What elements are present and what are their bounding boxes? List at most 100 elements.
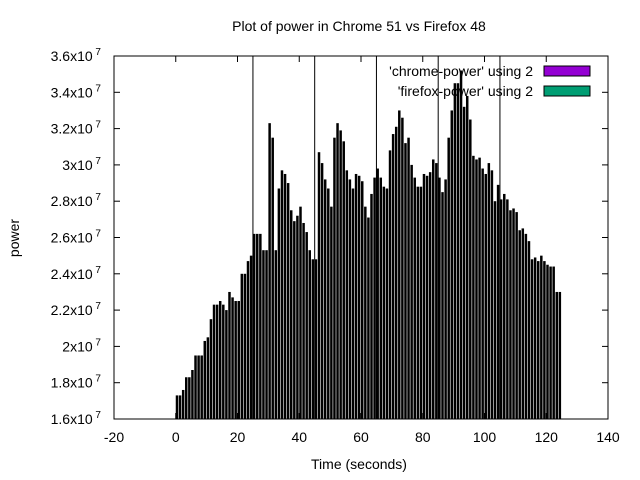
bar — [308, 250, 311, 419]
bar — [265, 250, 268, 419]
bar — [185, 377, 188, 419]
bar — [512, 208, 515, 419]
bar — [552, 266, 555, 419]
bar — [274, 250, 278, 419]
bar — [413, 177, 416, 419]
bar — [459, 70, 463, 420]
x-tick-label: -20 — [104, 429, 124, 445]
bar — [496, 184, 500, 419]
bar — [499, 199, 503, 419]
bar — [465, 95, 469, 420]
bar — [503, 193, 506, 419]
bar — [342, 141, 345, 419]
bar — [456, 83, 460, 419]
bar — [271, 137, 274, 419]
bar — [398, 110, 401, 419]
y-tick-label: 2.8x10 7 — [51, 192, 102, 209]
bar — [277, 188, 281, 419]
bar — [178, 395, 182, 419]
bar — [450, 110, 454, 419]
bar — [373, 177, 376, 419]
bar — [320, 163, 324, 419]
bar — [435, 163, 438, 419]
bar — [200, 355, 203, 419]
bar — [234, 301, 237, 419]
bar — [444, 179, 447, 419]
x-axis-ticks: -20 0 20 40 60 80 100 120 140 — [104, 56, 620, 445]
bar — [441, 192, 444, 420]
bar — [382, 186, 386, 419]
bar — [197, 355, 200, 419]
bar — [188, 377, 191, 419]
x-tick-label: 60 — [353, 429, 369, 445]
bar — [228, 291, 231, 419]
x-tick-label: 100 — [473, 429, 497, 445]
x-tick-label: 20 — [230, 429, 246, 445]
bar — [191, 370, 194, 419]
y-axis-label: power — [6, 219, 22, 257]
bar — [256, 233, 259, 419]
y-axis-ticks: 1.6x10 7 1.8x10 7 2x10 7 2.2x10 7 2.4x10 7 2.… — [51, 47, 608, 427]
y-tick-label: 3x10 7 — [62, 156, 101, 173]
bar — [194, 355, 197, 419]
bar — [487, 163, 491, 419]
bar — [484, 173, 487, 419]
legend: 'chrome-power' using 2 'firefox-power' us… — [389, 63, 591, 99]
y-tick-label: 2.6x10 7 — [51, 229, 102, 246]
bar — [249, 255, 253, 419]
bar — [555, 291, 558, 419]
bar — [209, 319, 213, 419]
bar — [376, 168, 379, 419]
bar — [416, 186, 420, 419]
bar — [354, 173, 358, 419]
x-tick-label: 0 — [172, 429, 180, 445]
bar — [280, 170, 284, 419]
bar — [345, 170, 349, 419]
bar — [521, 228, 525, 419]
bar — [330, 206, 333, 419]
bar — [289, 210, 293, 419]
bar — [391, 134, 395, 420]
bar — [222, 304, 225, 419]
bar — [225, 310, 228, 419]
chart-title: Plot of power in Chrome 51 vs Firefox 48 — [232, 18, 486, 34]
bar — [509, 210, 512, 419]
y-tick-label: 2x10 7 — [62, 337, 101, 354]
bar — [296, 215, 299, 419]
bar — [478, 157, 481, 419]
bar — [370, 193, 373, 419]
bar — [438, 177, 441, 419]
bar — [252, 233, 256, 419]
bar — [364, 206, 367, 419]
bar — [231, 297, 234, 419]
bar — [469, 119, 472, 419]
x-tick-label: 120 — [535, 429, 559, 445]
bar — [422, 173, 426, 419]
bar — [240, 273, 244, 419]
bar — [314, 259, 318, 419]
bar — [388, 150, 392, 419]
bar — [481, 168, 484, 419]
bar — [385, 188, 389, 419]
bar — [536, 261, 540, 419]
x-tick-label: 80 — [415, 429, 431, 445]
bar — [543, 261, 546, 419]
bar — [475, 159, 478, 419]
bar — [546, 264, 549, 419]
bar — [218, 301, 222, 419]
y-tick-label: 1.6x10 7 — [51, 410, 102, 427]
bar — [283, 173, 287, 419]
y-tick-label: 3.2x10 7 — [51, 120, 102, 137]
bar — [524, 233, 528, 419]
bar — [472, 155, 475, 419]
legend-label: 'chrome-power' using 2 — [389, 63, 533, 79]
bar — [348, 179, 352, 419]
bar — [181, 389, 185, 419]
bar — [361, 181, 364, 419]
bar — [462, 106, 466, 419]
y-tick-label: 3.4x10 7 — [51, 83, 102, 100]
bar — [323, 179, 327, 419]
bar — [243, 273, 247, 419]
bar — [410, 164, 413, 419]
bar — [302, 222, 305, 419]
